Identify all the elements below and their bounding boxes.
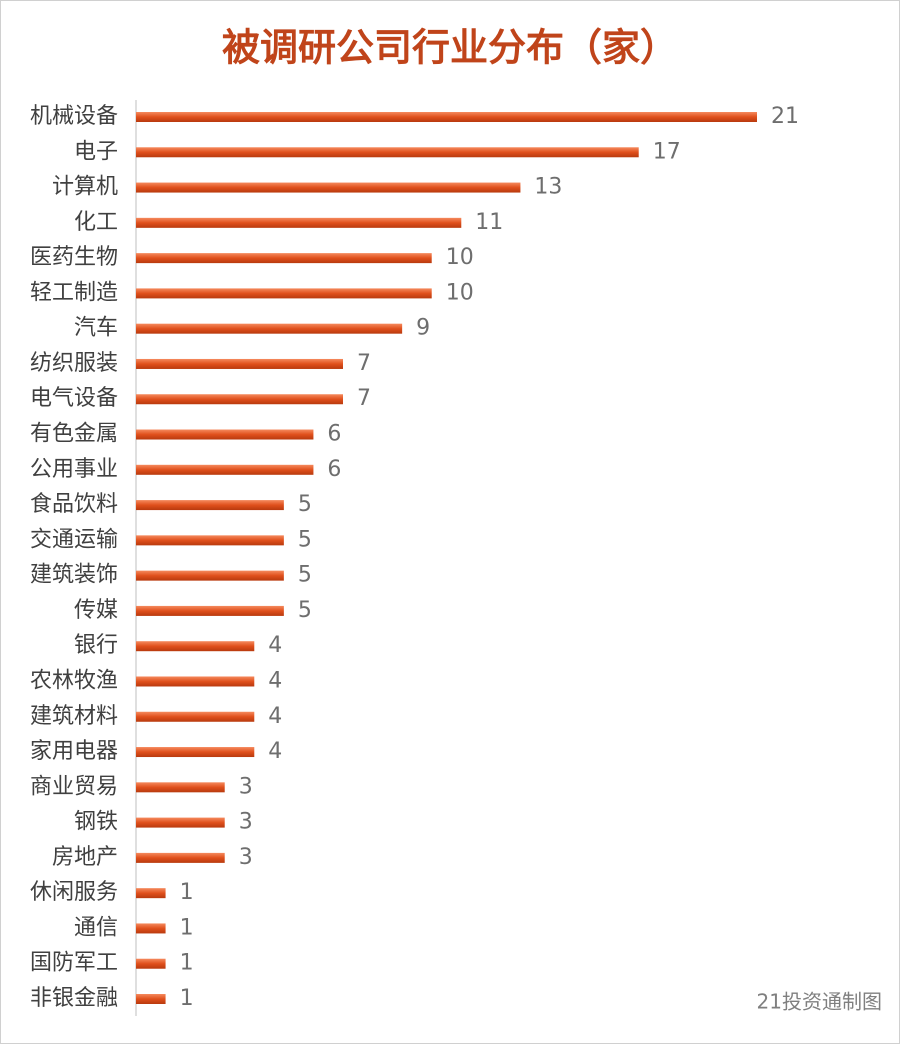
y-tick-label: 计算机	[52, 175, 118, 200]
y-tick-label: 商业贸易	[30, 774, 118, 799]
y-tick-label: 交通运输	[30, 527, 118, 552]
y-tick-label: 国防军工	[30, 951, 118, 976]
y-tick-label: 电子	[74, 139, 118, 164]
y-tick-label: 轻工制造	[30, 280, 118, 305]
bar	[136, 676, 255, 687]
bar	[136, 782, 225, 793]
y-tick-label: 机械设备	[30, 104, 118, 129]
bar	[136, 535, 284, 546]
y-tick-label: 房地产	[52, 845, 118, 870]
chart-title: 被调研公司行业分布（家）	[222, 26, 678, 70]
bar	[136, 747, 255, 758]
source-note: 21投资通制图	[757, 990, 882, 1014]
y-tick-label: 非银金融	[30, 986, 118, 1011]
value-label: 9	[416, 316, 430, 341]
value-label: 7	[357, 351, 371, 376]
value-label: 11	[475, 210, 503, 235]
bar	[136, 888, 166, 899]
bar	[136, 570, 284, 581]
value-label: 1	[180, 915, 194, 940]
value-label: 10	[446, 280, 474, 305]
bar	[136, 500, 284, 511]
value-label: 6	[327, 422, 341, 447]
y-tick-label: 建筑装饰	[30, 563, 118, 588]
value-label: 1	[180, 880, 194, 905]
bar	[136, 323, 403, 334]
bar	[136, 112, 757, 122]
y-tick-label: 食品饮料	[30, 492, 118, 517]
y-tick-label: 电气设备	[30, 386, 118, 411]
bar	[136, 923, 166, 934]
bar	[136, 958, 166, 969]
value-label: 5	[298, 563, 312, 588]
bar	[136, 288, 432, 299]
value-label: 1	[180, 951, 194, 976]
bar	[136, 253, 432, 264]
bar	[136, 605, 284, 616]
y-tick-label: 建筑材料	[30, 704, 118, 729]
y-tick-label: 化工	[74, 210, 118, 235]
y-tick-label: 汽车	[74, 316, 118, 341]
value-label: 3	[239, 845, 253, 870]
value-label: 4	[268, 739, 282, 764]
y-tick-label: 医药生物	[30, 245, 118, 270]
bar	[136, 994, 166, 1004]
y-tick-label: 农林牧渔	[30, 668, 118, 693]
y-tick-label: 有色金属	[30, 422, 118, 447]
bar	[136, 394, 343, 405]
bar	[136, 817, 225, 828]
y-tick-label: 银行	[74, 633, 118, 658]
value-label: 3	[239, 810, 253, 835]
value-label: 6	[327, 457, 341, 482]
value-label: 5	[298, 527, 312, 552]
value-label: 7	[357, 386, 371, 411]
bar	[136, 852, 225, 863]
y-tick-label: 传媒	[74, 598, 118, 623]
value-label: 21	[771, 104, 799, 129]
bar	[136, 464, 314, 475]
value-label: 4	[268, 704, 282, 729]
value-label: 5	[298, 492, 312, 517]
bar	[136, 358, 343, 369]
bar	[136, 147, 639, 158]
y-tick-label: 公用事业	[30, 457, 118, 482]
bar	[136, 641, 255, 652]
value-label: 10	[446, 245, 474, 270]
bar	[136, 711, 255, 722]
y-tick-label: 纺织服装	[30, 351, 118, 376]
value-label: 4	[268, 668, 282, 693]
bar	[136, 182, 521, 193]
value-label: 1	[180, 986, 194, 1011]
y-tick-label: 休闲服务	[30, 880, 118, 905]
value-label: 4	[268, 633, 282, 658]
y-tick-label: 钢铁	[74, 810, 118, 835]
bar	[136, 217, 462, 228]
value-label: 3	[239, 774, 253, 799]
y-tick-label: 通信	[74, 915, 118, 940]
value-label: 13	[534, 175, 562, 200]
value-label: 5	[298, 598, 312, 623]
y-tick-label: 家用电器	[30, 739, 118, 764]
bar	[136, 429, 314, 440]
value-label: 17	[653, 139, 681, 164]
